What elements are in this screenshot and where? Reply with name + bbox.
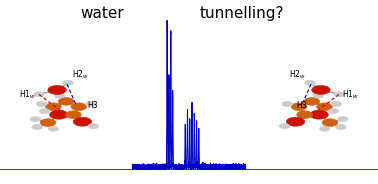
Circle shape [48,126,59,131]
Circle shape [305,80,315,85]
Circle shape [48,85,66,94]
Circle shape [58,98,74,105]
Circle shape [45,103,61,111]
Circle shape [30,116,40,122]
Text: H2$_w$: H2$_w$ [289,69,307,81]
Circle shape [313,93,324,98]
Text: H3: H3 [297,101,307,110]
Circle shape [34,92,44,97]
Circle shape [71,103,87,111]
Text: tunnelling?: tunnelling? [200,6,284,21]
Circle shape [322,119,338,126]
Circle shape [73,117,92,126]
Circle shape [63,80,73,85]
Circle shape [297,111,313,118]
Text: H1$_w$: H1$_w$ [342,88,359,101]
Circle shape [65,111,81,118]
Circle shape [85,102,96,107]
Circle shape [39,109,50,114]
Circle shape [312,85,330,94]
Text: H3: H3 [87,101,98,110]
Circle shape [336,124,346,130]
Circle shape [291,103,307,111]
Circle shape [282,102,293,107]
Text: H1$_w$: H1$_w$ [19,88,36,101]
Circle shape [88,124,99,129]
Circle shape [32,124,42,130]
Circle shape [36,102,47,107]
Circle shape [310,110,328,119]
Circle shape [319,126,330,131]
Text: H2$_w$: H2$_w$ [71,69,89,81]
Circle shape [286,117,305,126]
Circle shape [304,98,320,105]
Circle shape [334,92,344,97]
Circle shape [50,110,68,119]
Circle shape [331,102,342,107]
Text: water: water [80,6,124,21]
Circle shape [317,103,333,111]
Circle shape [279,124,290,129]
Circle shape [328,109,339,114]
Circle shape [40,119,56,126]
Circle shape [54,93,65,98]
Circle shape [338,116,348,122]
